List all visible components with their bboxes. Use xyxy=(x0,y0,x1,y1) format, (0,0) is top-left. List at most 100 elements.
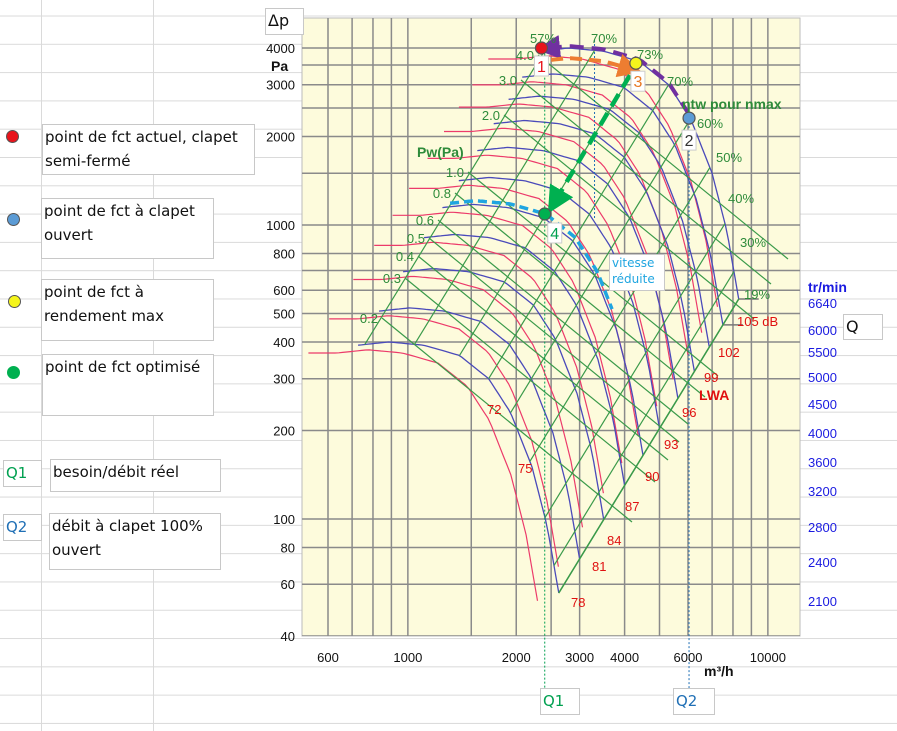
power-line xyxy=(437,219,689,425)
efficiency-label: 73% xyxy=(637,47,663,62)
power-line xyxy=(381,317,633,523)
power-label: 2.0 xyxy=(482,108,500,123)
x-tick-label: 10000 xyxy=(750,650,786,665)
y-tick-label: 60 xyxy=(281,577,295,592)
arrow-3-to-4 xyxy=(547,74,632,214)
efficiency-line xyxy=(510,118,692,413)
sound-label: 93 xyxy=(664,437,678,452)
y-tick-label: 600 xyxy=(273,283,295,298)
efficiency-label: 40% xyxy=(728,191,754,206)
speed-label: 3600 xyxy=(808,455,837,470)
efficiency-line xyxy=(529,167,711,462)
power-label: 0.8 xyxy=(433,186,451,201)
speed-curve-3200 xyxy=(423,233,626,486)
boundary-line xyxy=(558,298,740,594)
power-label: 3.0 xyxy=(499,73,517,88)
sound-label: 87 xyxy=(625,499,639,514)
power-label: 0.4 xyxy=(396,249,414,264)
power-line xyxy=(454,192,706,398)
legend-max-efficiency-point: point de fct à rendement max xyxy=(41,279,214,341)
speed-label: 3200 xyxy=(808,484,837,499)
efficiency-label: 70% xyxy=(667,74,693,89)
speed-label: 6640 xyxy=(808,296,837,311)
power-label: 0.2 xyxy=(360,311,378,326)
sound-label: 84 xyxy=(607,533,621,548)
efficiency-label: 30% xyxy=(740,235,766,250)
sound-curve xyxy=(488,55,719,307)
operating-point-1 xyxy=(534,41,549,55)
sound-curve xyxy=(308,349,539,601)
speed-label: 5000 xyxy=(808,370,837,385)
sound-label: 102 xyxy=(718,345,740,360)
power-line xyxy=(503,114,755,320)
power-label: 1.0 xyxy=(446,165,464,180)
y-tick-label: 1000 xyxy=(266,218,295,233)
q1-cell: Q1 xyxy=(540,688,580,715)
legend-current-point: point de fct actuel, clapet semi-fermé xyxy=(42,124,255,175)
sound-label: 96 xyxy=(682,405,696,420)
q1-code: Q1 xyxy=(3,460,42,487)
point-id-box xyxy=(681,129,697,151)
legend-green-dot xyxy=(7,366,20,379)
sound-label: 90 xyxy=(645,469,659,484)
y-tick-label: 200 xyxy=(273,424,295,439)
power-line xyxy=(520,79,772,285)
efficiency-line xyxy=(544,223,726,518)
power-line xyxy=(537,54,789,260)
operating-point-2 xyxy=(682,111,696,125)
efficiency-label: 60% xyxy=(697,116,723,131)
x-tick-label: 600 xyxy=(317,650,339,665)
y-tick-label: 2000 xyxy=(266,130,295,145)
q2-cell: Q2 xyxy=(673,688,715,715)
arrow-1-to-3 xyxy=(550,54,642,78)
efficiency-line xyxy=(364,50,546,345)
sound-label: 99 xyxy=(704,370,718,385)
power-label: 0.3 xyxy=(383,271,401,286)
speed-label: 5500 xyxy=(808,345,837,360)
sound-label: 105 dB xyxy=(737,314,778,329)
q2-code: Q2 xyxy=(3,514,42,541)
sound-curve xyxy=(329,315,559,567)
y-tick-label: 80 xyxy=(281,540,295,555)
sound-curve xyxy=(472,81,703,333)
efficiency-label: 70% xyxy=(591,31,617,46)
speed-label: 4000 xyxy=(808,426,837,441)
efficiency-label: 57% xyxy=(530,31,556,46)
reduced-speed-label: vitesse réduite xyxy=(609,254,665,291)
point-id-box xyxy=(533,55,549,77)
power-label: 4.0 xyxy=(516,48,534,63)
sound-label: 78 xyxy=(571,595,585,610)
sound-label: 81 xyxy=(592,559,606,574)
efficiency-line xyxy=(488,84,670,380)
point-id-box xyxy=(547,222,563,244)
y-tick-label: 3000 xyxy=(266,78,295,93)
x-tick-label: 6000 xyxy=(674,650,703,665)
operating-point-3 xyxy=(629,56,643,70)
legend-open-point: point de fct à clapet ouvert xyxy=(41,198,214,259)
y-tick-label: 40 xyxy=(281,629,295,644)
sound-label: 75 xyxy=(518,461,532,476)
power-label: 0.6 xyxy=(416,213,434,228)
speed-label: 2800 xyxy=(808,520,837,535)
sound-label: 72 xyxy=(487,402,501,417)
efficiency-line xyxy=(553,271,735,566)
q-cell: Q xyxy=(843,314,883,340)
y-tick-label: 800 xyxy=(273,246,295,261)
q2-description: débit à clapet 100% ouvert xyxy=(49,513,221,570)
speed-axis-title: tr/min xyxy=(808,279,847,295)
y-tick-label: 500 xyxy=(273,307,295,322)
dp-cell: Δp xyxy=(265,8,304,35)
speed-curve-2800 xyxy=(403,267,605,520)
y-tick-label: 4000 xyxy=(266,41,295,56)
y-tick-label: 100 xyxy=(273,512,295,527)
speed-curve-2400 xyxy=(378,307,581,560)
power-line xyxy=(404,277,656,483)
legend-blue-dot xyxy=(7,213,20,226)
power-line xyxy=(467,171,719,377)
speed-curve-2100 xyxy=(358,341,560,594)
sound-curve xyxy=(444,127,674,380)
power-line xyxy=(417,255,669,461)
speed-label: 6000 xyxy=(808,323,837,338)
sound-title: LWA xyxy=(699,387,729,403)
